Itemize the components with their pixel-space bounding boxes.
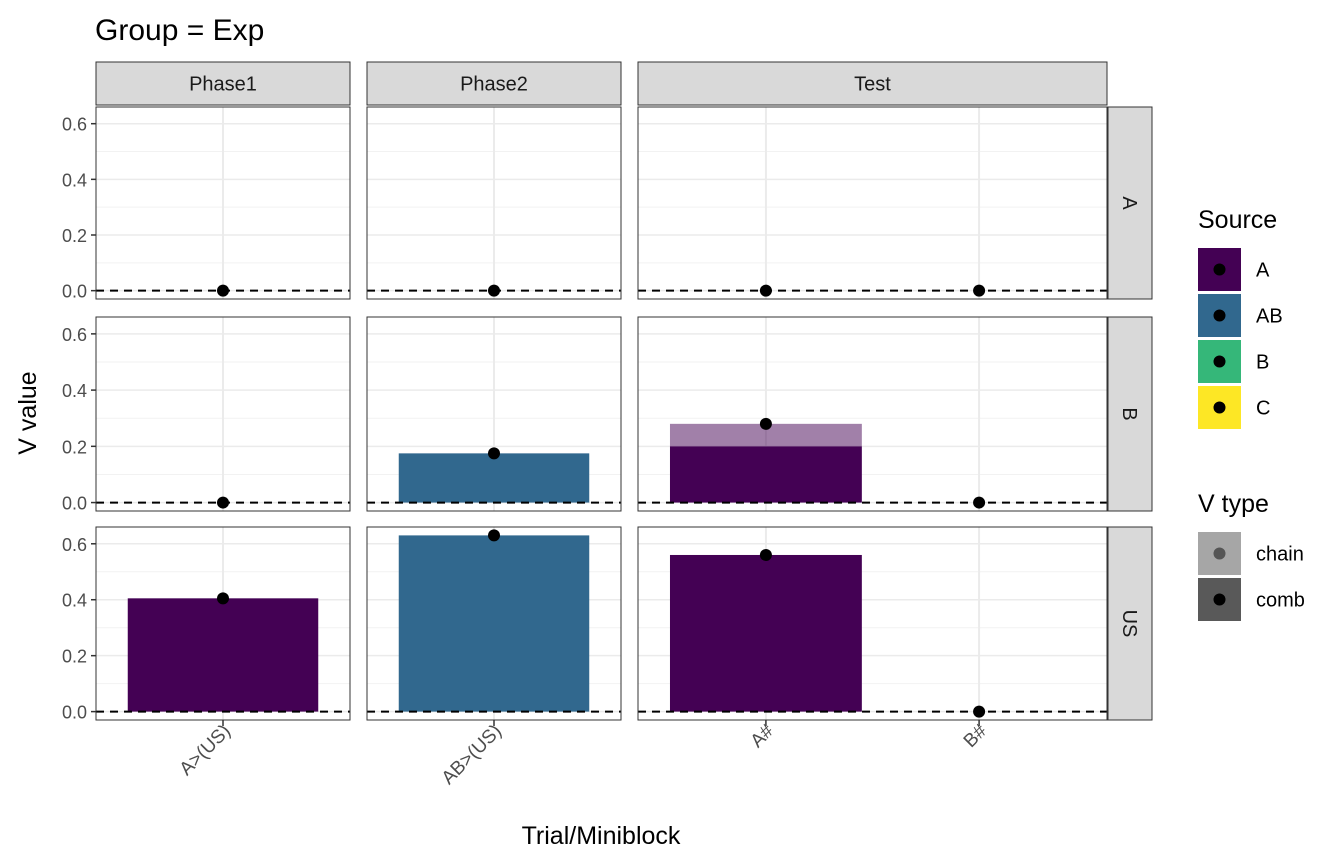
panel-border: [637, 316, 1108, 512]
x-tick-label: B#: [960, 720, 992, 752]
y-tick-label: 0.0: [62, 703, 87, 723]
legend-key-point: [1213, 263, 1226, 276]
legend-title-vtype: V type: [1198, 490, 1269, 518]
legend-label-source: B: [1256, 352, 1269, 374]
point: [217, 496, 229, 509]
y-tick-label: 0.4: [62, 591, 87, 611]
panel-b-test: [637, 316, 1108, 512]
legend-label-source: AB: [1256, 306, 1283, 328]
panel-background: [638, 107, 1107, 299]
point: [759, 548, 772, 561]
row-strip-label: B: [1118, 407, 1140, 420]
point: [973, 496, 986, 509]
panel-a-test: [637, 106, 1108, 300]
legend-key-point: [1213, 593, 1226, 606]
chart-title: Group = Exp: [95, 14, 264, 47]
col-strip-phase1: [95, 61, 351, 106]
y-tick-label: 0.0: [62, 282, 87, 302]
facet-panels: Phase1 Phase2 Test A B US 0.0 0.2 0.4 0.6 0.0 0.2 0.…: [62, 61, 1153, 789]
bar-ab-comb: [398, 535, 590, 712]
row-strip-label: A: [1118, 196, 1140, 210]
panel-border: [95, 106, 351, 300]
point: [488, 447, 500, 460]
y-tick-label: 0.6: [62, 325, 87, 345]
panel-us-phase2: [366, 526, 622, 721]
legend-key-point: [1213, 547, 1226, 560]
row-strip-us: [1107, 526, 1153, 721]
panel-border: [95, 316, 351, 512]
row-strip-a: [1107, 106, 1153, 300]
point: [488, 529, 500, 542]
bar-a-comb: [127, 598, 319, 712]
panel-border: [637, 526, 1108, 721]
panel-us-test: [637, 526, 1108, 721]
y-tick-label: 0.4: [62, 170, 87, 190]
bar-a-chain: [669, 423, 862, 447]
panel-b-phase2: [366, 316, 622, 512]
panel-b-phase1: [95, 316, 351, 512]
col-strip-label: Test: [854, 74, 891, 96]
panel-border: [366, 106, 622, 300]
legend-label-vtype: chain: [1256, 544, 1304, 566]
y-tick-label: 0.6: [62, 535, 87, 555]
bar-ab-comb: [398, 453, 590, 503]
legend-label-source: A: [1256, 260, 1270, 282]
x-tick-label: A#: [747, 720, 779, 752]
y-tick-label: 0.2: [62, 647, 87, 667]
legend-label-source: C: [1256, 398, 1270, 420]
y-axis-label: V value: [14, 371, 42, 454]
panel-a-phase2: [366, 106, 622, 300]
panel-a-phase1: [95, 106, 351, 300]
point: [217, 592, 229, 605]
panel-border: [366, 316, 622, 512]
y-tick-label: 0.6: [62, 115, 87, 135]
bar-a-comb: [669, 446, 862, 503]
point: [217, 284, 229, 297]
point: [973, 284, 986, 297]
point: [759, 417, 772, 430]
x-axis-label: Trial/Miniblock: [522, 822, 681, 850]
panel-us-phase1: [95, 526, 351, 721]
point: [488, 284, 500, 297]
x-tick-label: A>(US): [176, 721, 235, 780]
legend: Source A AB B C V type chain comb: [1198, 206, 1305, 621]
x-tick-label: AB>(US): [438, 721, 506, 789]
legend-title-source: Source: [1198, 206, 1277, 234]
row-strip-b: [1107, 316, 1153, 512]
legend-label-vtype: comb: [1256, 590, 1305, 612]
legend-key-point: [1213, 309, 1226, 322]
point: [973, 705, 986, 718]
panel-border: [637, 106, 1108, 300]
col-strip-phase2: [366, 61, 622, 106]
y-tick-label: 0.0: [62, 494, 87, 514]
col-strip-test: [637, 61, 1108, 106]
y-tick-label: 0.4: [62, 381, 87, 401]
y-tick-label: 0.2: [62, 437, 87, 457]
col-strip-label: Phase2: [460, 74, 528, 96]
y-tick-label: 0.2: [62, 226, 87, 246]
point: [759, 284, 772, 297]
legend-key-point: [1213, 355, 1226, 368]
bar-a-comb: [669, 554, 862, 712]
row-strip-label: US: [1118, 610, 1140, 638]
col-strip-label: Phase1: [189, 74, 257, 96]
legend-key-point: [1213, 401, 1226, 414]
